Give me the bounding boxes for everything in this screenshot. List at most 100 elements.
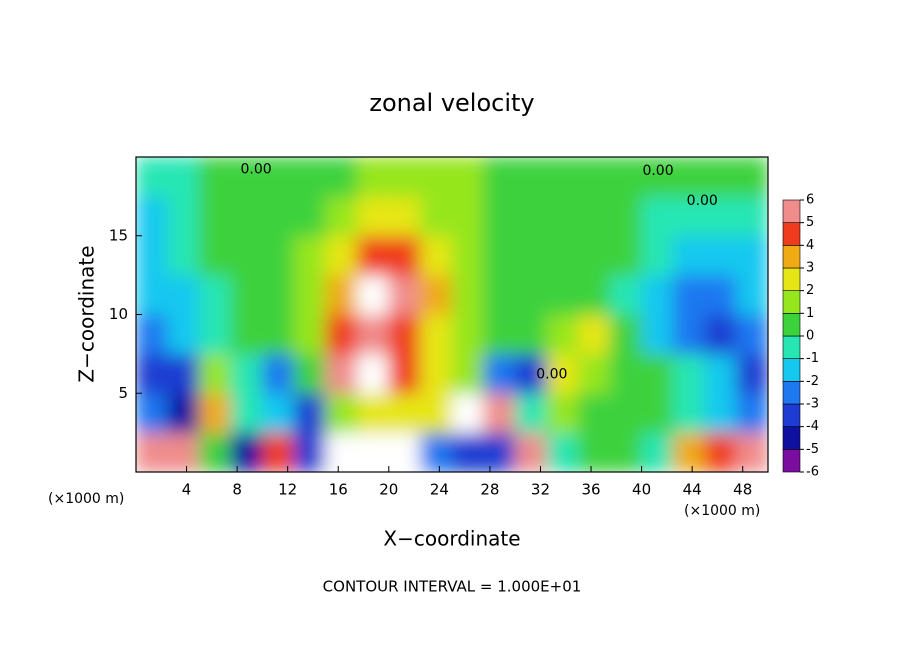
heat-cell	[167, 392, 200, 434]
colorbar-band	[782, 381, 801, 405]
heat-cell	[388, 157, 421, 197]
heat-cell	[609, 195, 643, 237]
heat-cell	[641, 274, 674, 315]
colorbar-label: 2	[806, 283, 814, 298]
heat-cell	[483, 274, 516, 315]
x-tick-label: 28	[480, 481, 499, 499]
contour-label: 0.00	[642, 163, 673, 179]
heat-cell	[419, 353, 453, 394]
heat-cell	[514, 353, 548, 394]
heat-cell	[293, 195, 327, 237]
heat-cell	[325, 157, 358, 197]
heat-cell	[735, 314, 768, 355]
heat-cell	[293, 274, 327, 315]
contour-label: 0.00	[536, 366, 567, 382]
colorbar-band	[782, 426, 801, 450]
heat-cell	[293, 432, 327, 472]
x-tick-label: 20	[379, 481, 398, 499]
heat-cell	[325, 274, 358, 315]
heat-cell	[451, 392, 485, 434]
heat-cell	[198, 195, 232, 237]
x-tick-label: 44	[683, 481, 702, 499]
y-tick-label: 10	[109, 305, 128, 323]
x-tick-label: 48	[733, 481, 752, 499]
x-axis-label: X−coordinate	[383, 527, 520, 551]
heat-cell	[325, 432, 358, 472]
heat-cell	[388, 235, 421, 276]
heat-cell	[641, 157, 674, 197]
colorbar-band	[782, 313, 801, 337]
colorbar-label: -5	[806, 442, 819, 457]
contour-label: 0.00	[687, 193, 718, 209]
heat-cell	[419, 392, 453, 434]
x-tick-label: 32	[531, 481, 550, 499]
heat-cell	[261, 353, 295, 394]
heat-cell	[704, 314, 737, 355]
heat-cell	[546, 235, 579, 276]
heat-cell	[167, 235, 200, 276]
heat-cell	[230, 157, 263, 197]
subtitle: CONTOUR INTERVAL = 1.000E+01	[323, 578, 582, 596]
heat-cell	[293, 353, 327, 394]
heat-cell	[641, 314, 674, 355]
heat-cell	[735, 274, 768, 315]
colorbar-band	[782, 335, 801, 359]
heat-cell	[136, 314, 169, 355]
x-tick-label: 16	[329, 481, 348, 499]
colorbar-label: -1	[806, 351, 819, 366]
heat-cell	[136, 392, 169, 434]
heat-cell	[704, 392, 737, 434]
colorbar-label: -3	[806, 397, 819, 412]
heat-cell	[451, 195, 485, 237]
colorbar-band	[782, 222, 801, 246]
heat-cell	[483, 235, 516, 276]
y-axis-label: Z−coordinate	[75, 245, 99, 382]
heat-cell	[230, 392, 263, 434]
heat-cell	[546, 195, 579, 237]
heat-cell	[356, 353, 390, 394]
heat-cell	[261, 235, 295, 276]
heat-cell	[198, 353, 232, 394]
heat-cell	[198, 235, 232, 276]
heatmap	[136, 157, 768, 472]
heat-cell	[325, 392, 358, 434]
heat-cell	[136, 432, 169, 472]
heat-cell	[672, 235, 706, 276]
heat-cell	[483, 314, 516, 355]
heat-cell	[704, 274, 737, 315]
heat-cell	[419, 157, 453, 197]
heat-cell	[356, 314, 390, 355]
colorbar-band	[782, 290, 801, 314]
heat-cell	[419, 314, 453, 355]
colorbar-band	[782, 267, 801, 291]
heat-cell	[514, 314, 548, 355]
heat-cell	[735, 157, 768, 197]
heat-cell	[483, 157, 516, 197]
heat-cell	[641, 432, 674, 472]
heat-cell	[451, 235, 485, 276]
heat-cell	[167, 432, 200, 472]
colorbar-label: -4	[806, 419, 819, 434]
heat-cell	[735, 195, 768, 237]
heat-cell	[577, 274, 611, 315]
heat-cell	[136, 235, 169, 276]
heat-cell	[483, 392, 516, 434]
heat-cell	[325, 353, 358, 394]
heat-cell	[451, 432, 485, 472]
heat-cell	[388, 274, 421, 315]
x-tick-label: 12	[278, 481, 297, 499]
heat-cell	[136, 157, 169, 197]
heat-cell	[293, 392, 327, 434]
heat-cell	[419, 274, 453, 315]
heat-cell	[230, 432, 263, 472]
heat-cell	[577, 195, 611, 237]
heat-cell	[609, 235, 643, 276]
heat-cell	[483, 432, 516, 472]
x-tick-label: 4	[182, 481, 192, 499]
heat-cell	[261, 274, 295, 315]
heat-cell	[672, 195, 706, 237]
heat-cell	[356, 157, 390, 197]
heat-cell	[261, 432, 295, 472]
heat-cell	[704, 235, 737, 276]
